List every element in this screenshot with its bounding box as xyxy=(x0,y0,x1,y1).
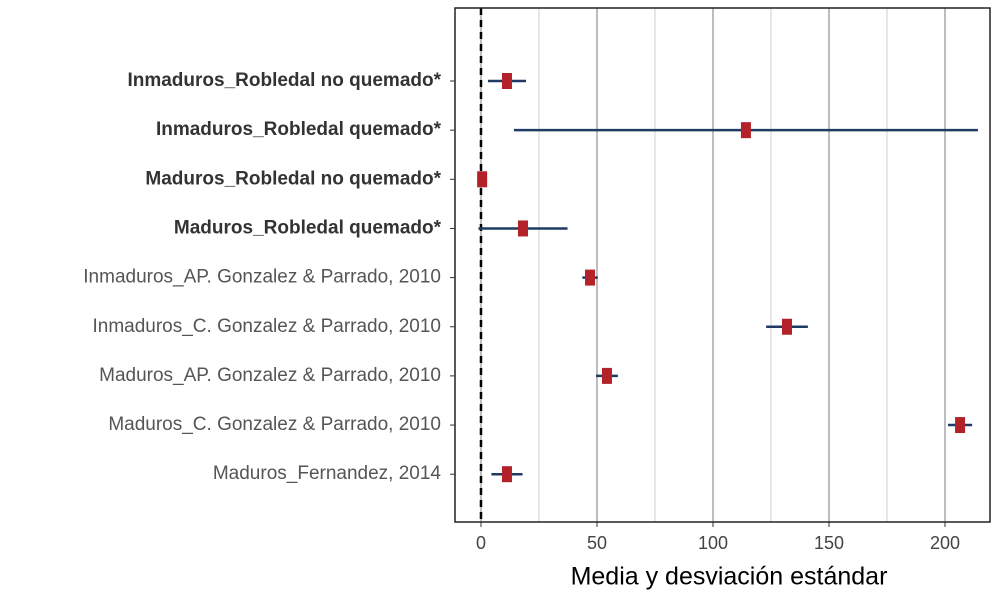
y-tick-label: Maduros_C. Gonzalez & Parrado, 2010 xyxy=(108,414,441,435)
mean-marker xyxy=(501,73,512,89)
x-axis-label: Media y desviación estándar xyxy=(571,563,888,591)
y-tick-label: Inmaduros_C. Gonzalez & Parrado, 2010 xyxy=(92,316,441,337)
y-tick-label: Inmaduros_Robledal no quemado* xyxy=(127,70,441,91)
y-tick-label: Maduros_AP. Gonzalez & Parrado, 2010 xyxy=(99,365,441,386)
mean-marker xyxy=(781,318,792,335)
mean-marker xyxy=(585,269,596,286)
x-tick-label: 0 xyxy=(476,533,486,553)
x-tick-label: 200 xyxy=(930,533,960,553)
mean-marker xyxy=(601,367,612,384)
x-tick-label: 150 xyxy=(814,533,844,553)
mean-marker xyxy=(501,466,512,483)
y-tick-label: Maduros_Robledal quemado* xyxy=(174,217,442,238)
mean-marker xyxy=(740,122,751,139)
y-tick-label: Maduros_Robledal no quemado* xyxy=(145,168,441,189)
plot-border xyxy=(454,7,991,523)
y-tick-label: Maduros_Fernandez, 2014 xyxy=(213,463,442,484)
mean-marker xyxy=(517,220,528,237)
mean-marker xyxy=(955,417,966,434)
mean-marker xyxy=(477,171,488,188)
x-tick-label: 100 xyxy=(698,533,728,553)
y-tick-label: Inmaduros_AP. Gonzalez & Parrado, 2010 xyxy=(83,267,441,288)
x-tick-label: 50 xyxy=(587,533,607,553)
y-tick-label: Inmaduros_Robledal quemado* xyxy=(156,119,442,140)
